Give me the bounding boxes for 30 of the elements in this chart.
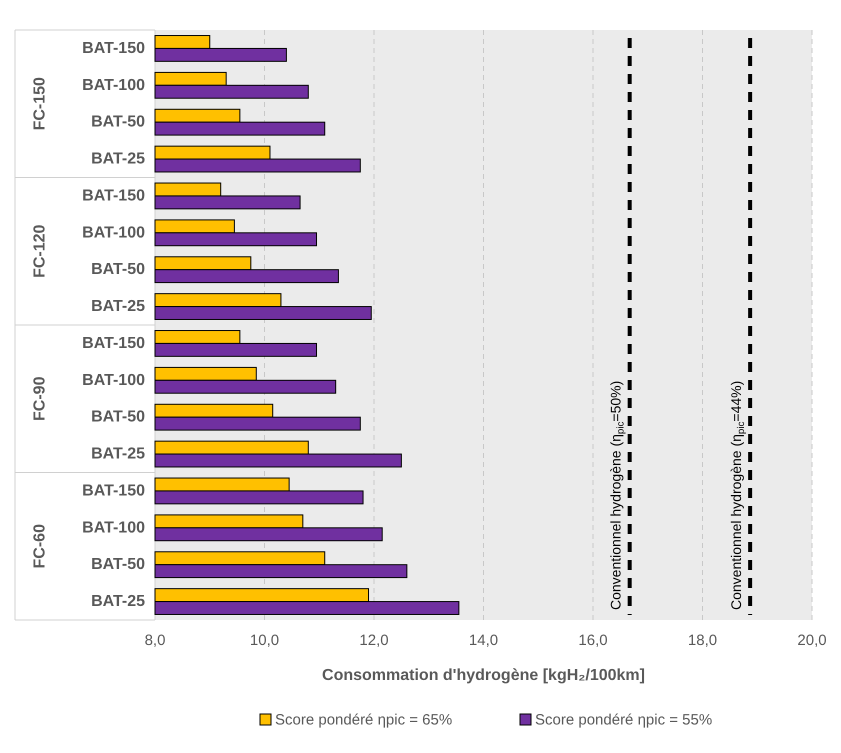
x-tick-label: 20,0 [797,632,827,649]
y-tick-label: BAT-50 [91,261,146,278]
x-tick-label: 12,0 [359,632,389,649]
text: FC-90 [32,376,48,421]
x-tick-label: 16,0 [578,632,608,649]
legend-label: Score pondéré ηpic = 65% [275,712,452,728]
y-tick-label: BAT-100 [82,519,146,536]
text: FC-60 [32,524,48,568]
y-tick-label: BAT-50 [91,556,146,574]
y-tick-label: BAT-150 [82,482,146,500]
y-tick-label: BAT-50 [91,114,146,131]
y-tick-label: BAT-100 [82,372,146,389]
x-tick-label: 10,0 [250,632,280,649]
legend-label: Score pondéré ηpic = 55% [535,712,712,728]
y-tick-label: BAT-50 [91,408,146,426]
y-tick-label: BAT-25 [91,298,146,316]
x-tick-label: 14,0 [468,632,498,649]
x-tick-label: 8,0 [144,632,166,649]
y-tick-label: BAT-25 [91,150,146,168]
y-tick-label: BAT-150 [82,187,146,204]
y-tick-label: BAT-100 [82,224,146,242]
x-tick-label: 18,0 [688,632,718,649]
text: FC-150 [32,76,48,130]
y-tick-label: BAT-100 [82,76,146,94]
text: FC-120 [32,224,48,278]
y-tick-label: BAT-150 [82,334,146,352]
x-axis-title: Consommation d'hydrogène [kgH₂/100km] [322,667,645,684]
y-tick-label: BAT-25 [91,446,146,463]
y-tick-label: BAT-25 [91,593,146,610]
y-tick-label: BAT-150 [82,40,146,57]
